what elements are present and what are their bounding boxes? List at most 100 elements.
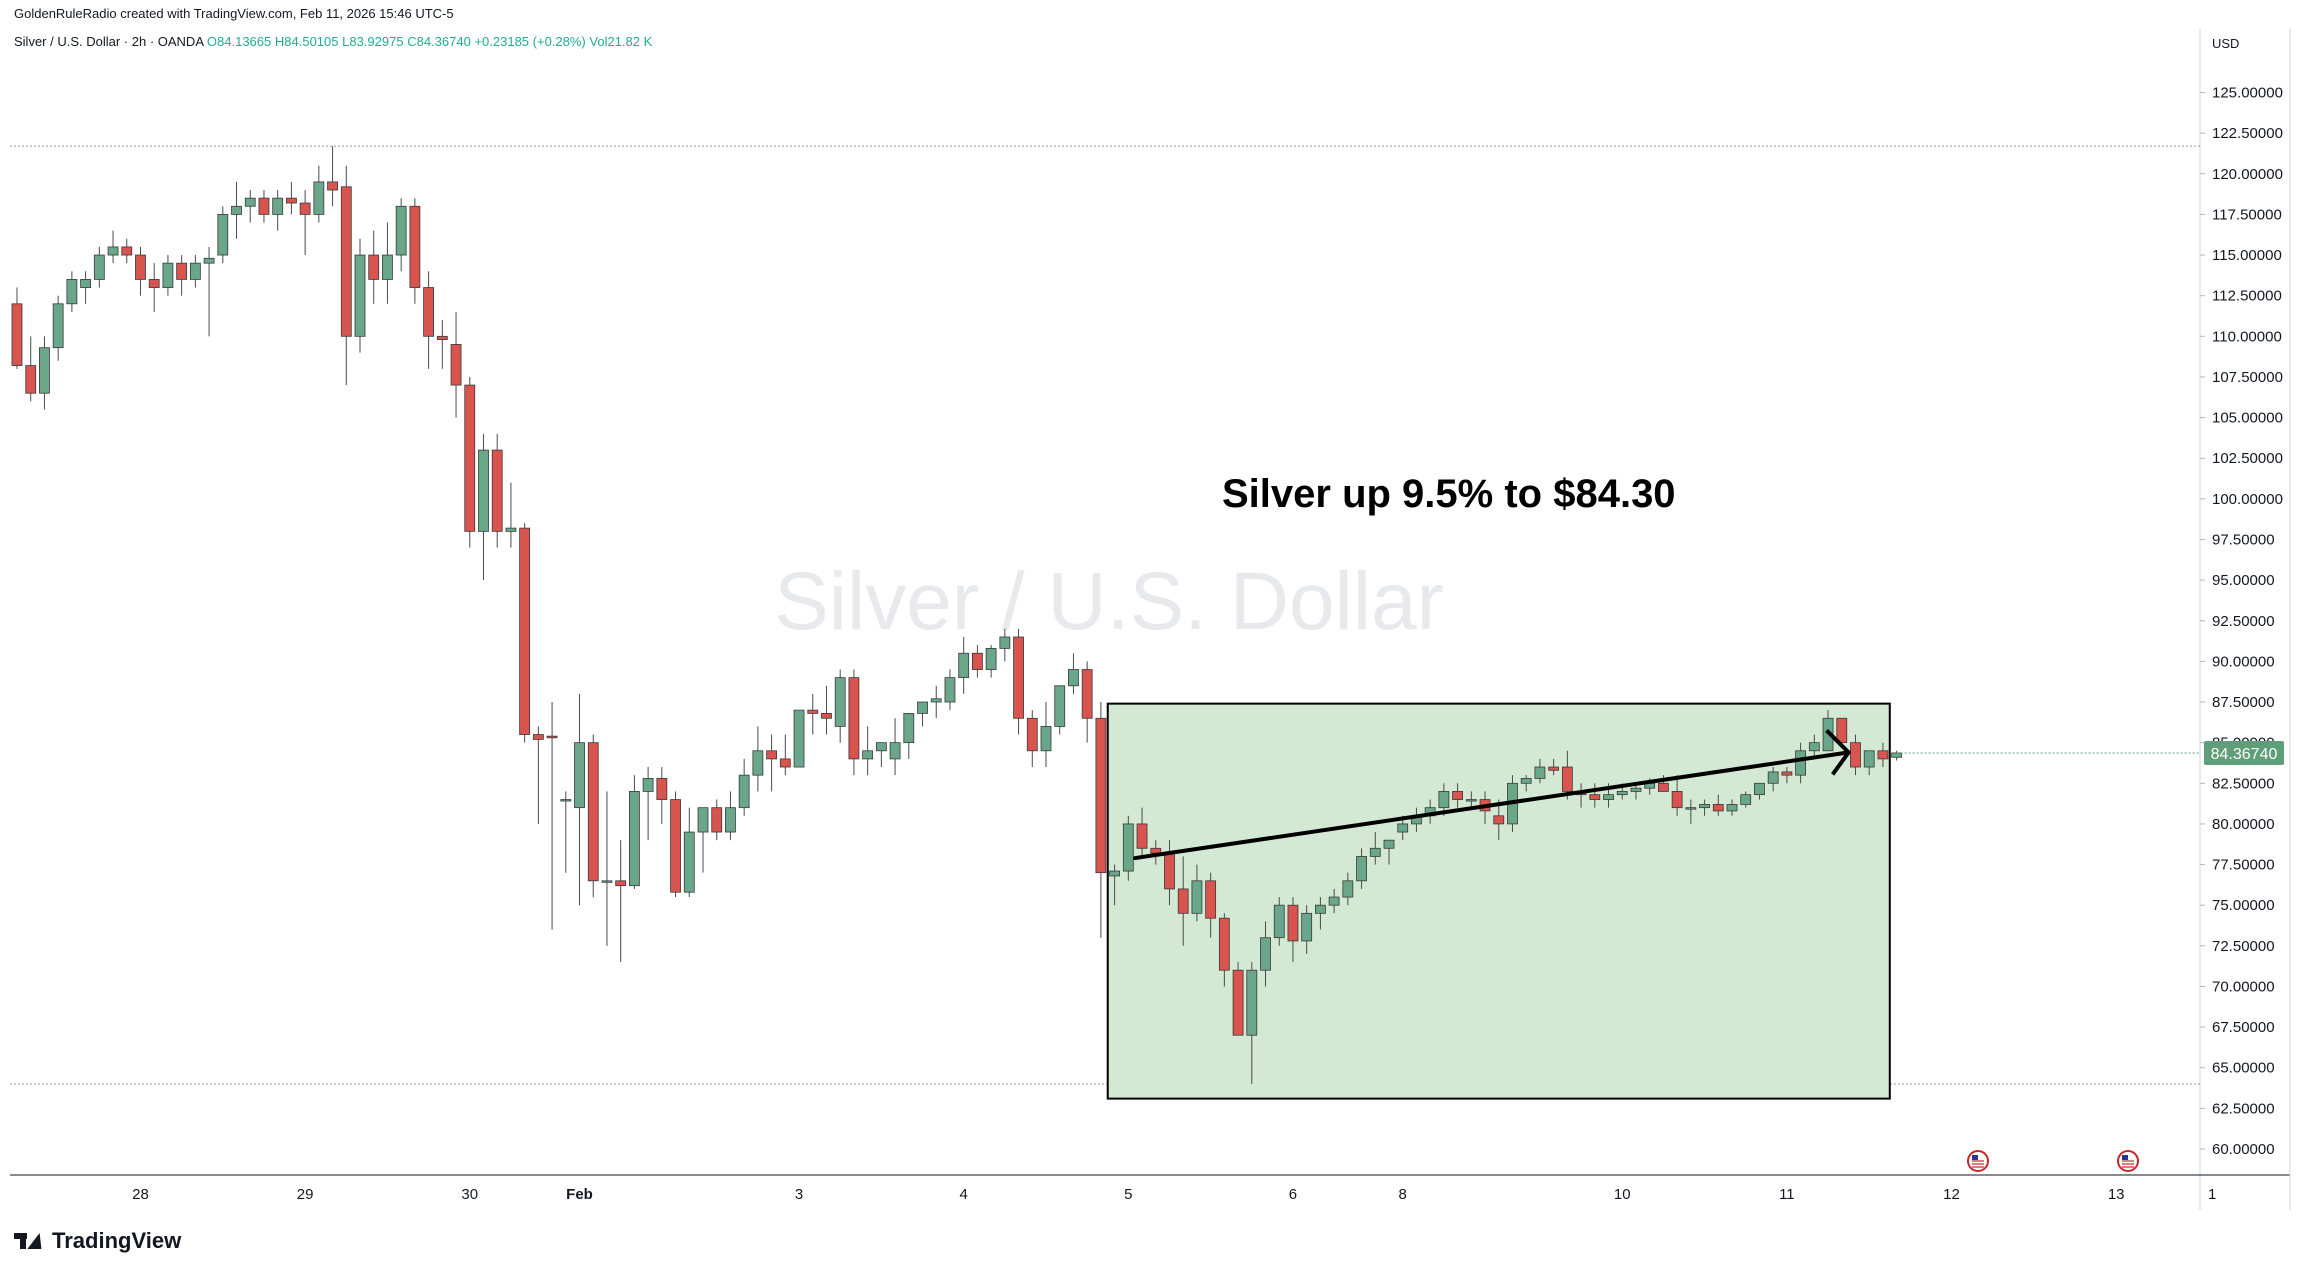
candle-body xyxy=(1136,823,1148,849)
candle-body xyxy=(1891,752,1903,758)
candle xyxy=(1863,750,1875,776)
candle xyxy=(999,628,1011,662)
candle xyxy=(1520,775,1532,792)
candle xyxy=(1534,758,1546,784)
chart-credit: GoldenRuleRadio created with TradingView… xyxy=(14,6,454,21)
candle xyxy=(1287,897,1299,963)
candle-body xyxy=(1863,750,1875,768)
tradingview-logo-text: TradingView xyxy=(52,1228,182,1253)
candle xyxy=(52,295,64,361)
candle xyxy=(382,222,393,304)
candle-body xyxy=(1246,969,1258,1036)
candle xyxy=(862,726,874,776)
candle xyxy=(1328,888,1340,914)
candle xyxy=(807,693,819,735)
candle xyxy=(1465,791,1477,808)
y-tick-label: 125.00000 xyxy=(2212,85,2283,102)
candle xyxy=(1081,661,1093,743)
candle-body xyxy=(1068,669,1079,687)
candle xyxy=(1040,702,1052,768)
candle-body xyxy=(1630,787,1642,792)
candle xyxy=(1589,783,1601,808)
x-tick-label: 4 xyxy=(960,1186,968,1203)
candle-body xyxy=(615,880,627,887)
candle xyxy=(1342,872,1354,906)
candle-body xyxy=(1726,804,1738,812)
candle-body xyxy=(917,701,928,714)
candle-body xyxy=(834,677,846,727)
candle-body xyxy=(1616,791,1628,796)
candle-body xyxy=(1054,685,1066,727)
y-tick-label: 100.00000 xyxy=(2212,491,2283,508)
x-tick-label: 8 xyxy=(1399,1186,1407,1203)
candle xyxy=(944,669,956,711)
candle xyxy=(1795,742,1806,784)
candle-body xyxy=(1438,791,1450,809)
candle-body xyxy=(875,742,887,752)
candle-body xyxy=(1712,804,1724,812)
candle-body xyxy=(1808,742,1820,752)
candle-body xyxy=(1383,839,1395,849)
candle-body xyxy=(93,254,105,280)
candle-body xyxy=(409,205,421,288)
candle-body xyxy=(1095,717,1107,874)
x-tick-label: 12 xyxy=(1943,1186,1960,1203)
candle xyxy=(779,734,791,776)
candle-body xyxy=(1561,766,1573,792)
candle-body xyxy=(903,713,915,744)
candle-body xyxy=(862,750,874,760)
last-price-label: 84.36740 xyxy=(2211,746,2278,763)
y-tick-label: 115.00000 xyxy=(2212,247,2282,264)
candle xyxy=(1699,799,1710,816)
candle-body xyxy=(340,186,352,337)
candle-body xyxy=(395,205,407,256)
candle xyxy=(1630,783,1642,800)
candle-body xyxy=(930,698,942,703)
y-tick-label: 87.50000 xyxy=(2212,694,2275,711)
candle-body xyxy=(999,636,1011,649)
candle xyxy=(478,433,489,581)
candle xyxy=(327,146,338,207)
y-tick-label: 80.00000 xyxy=(2212,816,2275,833)
candle xyxy=(162,255,174,296)
candle-body xyxy=(217,214,229,256)
y-tick-label: 122.50000 xyxy=(2212,125,2283,142)
candle-body xyxy=(1534,766,1546,779)
candle-body xyxy=(738,774,750,809)
candle-body xyxy=(532,734,544,740)
candle xyxy=(1013,628,1024,735)
candle-body xyxy=(574,742,585,809)
candle-body xyxy=(642,778,654,792)
y-tick-label: 107.50000 xyxy=(2212,369,2283,386)
volume-value: Vol21.82 K xyxy=(589,34,653,49)
currency-label: USD xyxy=(2212,36,2239,51)
candle-body xyxy=(1315,904,1326,914)
candle xyxy=(1246,962,1258,1084)
candle-body xyxy=(1397,823,1409,833)
candle xyxy=(354,238,366,353)
candle-body xyxy=(1658,782,1669,792)
trend-arrow-icon xyxy=(1825,728,1851,776)
candle xyxy=(1561,750,1573,800)
candle xyxy=(629,775,640,889)
candle xyxy=(1891,750,1903,761)
candle xyxy=(601,791,613,946)
candle-body xyxy=(368,254,380,280)
y-tick-label: 77.50000 xyxy=(2212,857,2275,874)
candle-body xyxy=(985,647,997,670)
open-value: O84.13665 xyxy=(206,34,272,49)
y-tick-label: 90.00000 xyxy=(2212,653,2275,670)
candle-body xyxy=(793,709,805,768)
candle xyxy=(1671,775,1683,816)
candle xyxy=(1356,848,1367,889)
candle-body xyxy=(1273,904,1285,939)
candle xyxy=(821,685,832,735)
candle-body xyxy=(944,677,956,703)
tradingview-logo[interactable]: TradingView xyxy=(14,1228,181,1254)
candle xyxy=(656,767,668,824)
candle-body xyxy=(450,344,462,386)
y-tick-label: 67.50000 xyxy=(2212,1019,2275,1036)
candle-body xyxy=(11,303,23,366)
candle-body xyxy=(1671,791,1683,809)
